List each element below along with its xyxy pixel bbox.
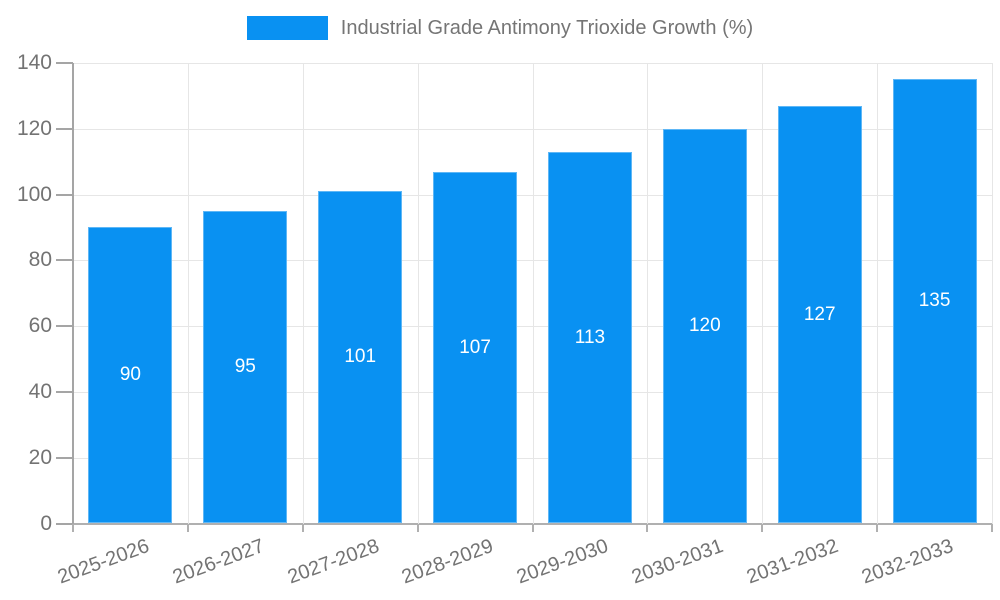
y-axis-tick <box>56 127 73 130</box>
y-axis-tick <box>56 456 73 459</box>
y-axis-tick <box>56 325 73 328</box>
bar-value-label: 127 <box>803 303 836 325</box>
y-axis-tick-label: 100 <box>16 182 52 206</box>
bar-value-label: 135 <box>918 290 951 312</box>
y-axis-tick-label: 60 <box>28 314 52 338</box>
bar: 107 <box>433 171 518 524</box>
gridline-vertical <box>532 63 534 524</box>
bar-value-label: 101 <box>344 346 377 368</box>
x-axis-tick-label: 2032-2033 <box>858 534 957 588</box>
legend-label: Industrial Grade Antimony Trioxide Growt… <box>340 16 754 39</box>
y-axis-tick-label: 20 <box>28 445 52 469</box>
y-axis-line <box>72 63 74 526</box>
y-axis-tick <box>56 259 73 262</box>
y-axis-tick <box>56 62 73 64</box>
bar-value-label: 90 <box>119 364 141 386</box>
x-axis-tick <box>72 523 74 532</box>
x-axis-tick-label: 2026-2027 <box>169 534 267 588</box>
x-axis-tick <box>876 523 879 532</box>
x-axis-tick-label: 2030-2031 <box>628 534 727 588</box>
gridline-vertical <box>877 63 879 524</box>
x-axis-tick <box>761 523 764 532</box>
bar: 113 <box>547 151 632 524</box>
x-axis-tick-label: 2025-2026 <box>54 534 152 588</box>
bar: 101 <box>318 191 403 524</box>
bar: 135 <box>892 79 977 524</box>
y-axis-tick <box>56 193 73 196</box>
bar-value-label: 120 <box>688 315 721 337</box>
bar-value-label: 95 <box>234 356 256 378</box>
y-axis-tick <box>56 390 73 393</box>
gridline-vertical <box>992 63 993 524</box>
y-axis-tick-label: 80 <box>28 248 52 272</box>
x-axis-tick-label: 2028-2029 <box>399 534 497 588</box>
bar: 90 <box>88 227 173 524</box>
legend-swatch <box>246 16 328 40</box>
y-axis-tick-label: 120 <box>16 116 52 140</box>
bar-value-label: 107 <box>459 336 491 358</box>
gridline-vertical <box>417 63 419 524</box>
legend: Industrial Grade Antimony Trioxide Growt… <box>0 16 1000 40</box>
x-axis-tick <box>991 523 993 532</box>
x-axis-tick <box>186 523 189 532</box>
gridline-vertical <box>762 63 764 524</box>
y-axis-tick <box>56 522 73 525</box>
x-axis-tick-label: 2031-2032 <box>743 534 842 588</box>
x-axis-tick <box>646 523 649 532</box>
x-axis-tick <box>301 523 304 532</box>
x-axis-tick <box>531 523 534 532</box>
bar: 95 <box>203 211 288 524</box>
bar: 120 <box>662 128 747 524</box>
x-axis-tick <box>416 523 419 532</box>
gridline-vertical <box>647 63 649 524</box>
y-axis-tick-label: 140 <box>16 51 52 74</box>
y-axis-tick-label: 40 <box>28 379 52 403</box>
y-axis-tick-label: 0 <box>40 511 52 535</box>
bar-value-label: 113 <box>574 326 606 348</box>
gridline-vertical <box>302 63 304 524</box>
x-axis-tick-label: 2027-2028 <box>284 534 382 588</box>
bar: 127 <box>777 105 862 524</box>
gridline-vertical <box>187 63 189 524</box>
x-axis-tick-label: 2029-2030 <box>514 534 612 588</box>
